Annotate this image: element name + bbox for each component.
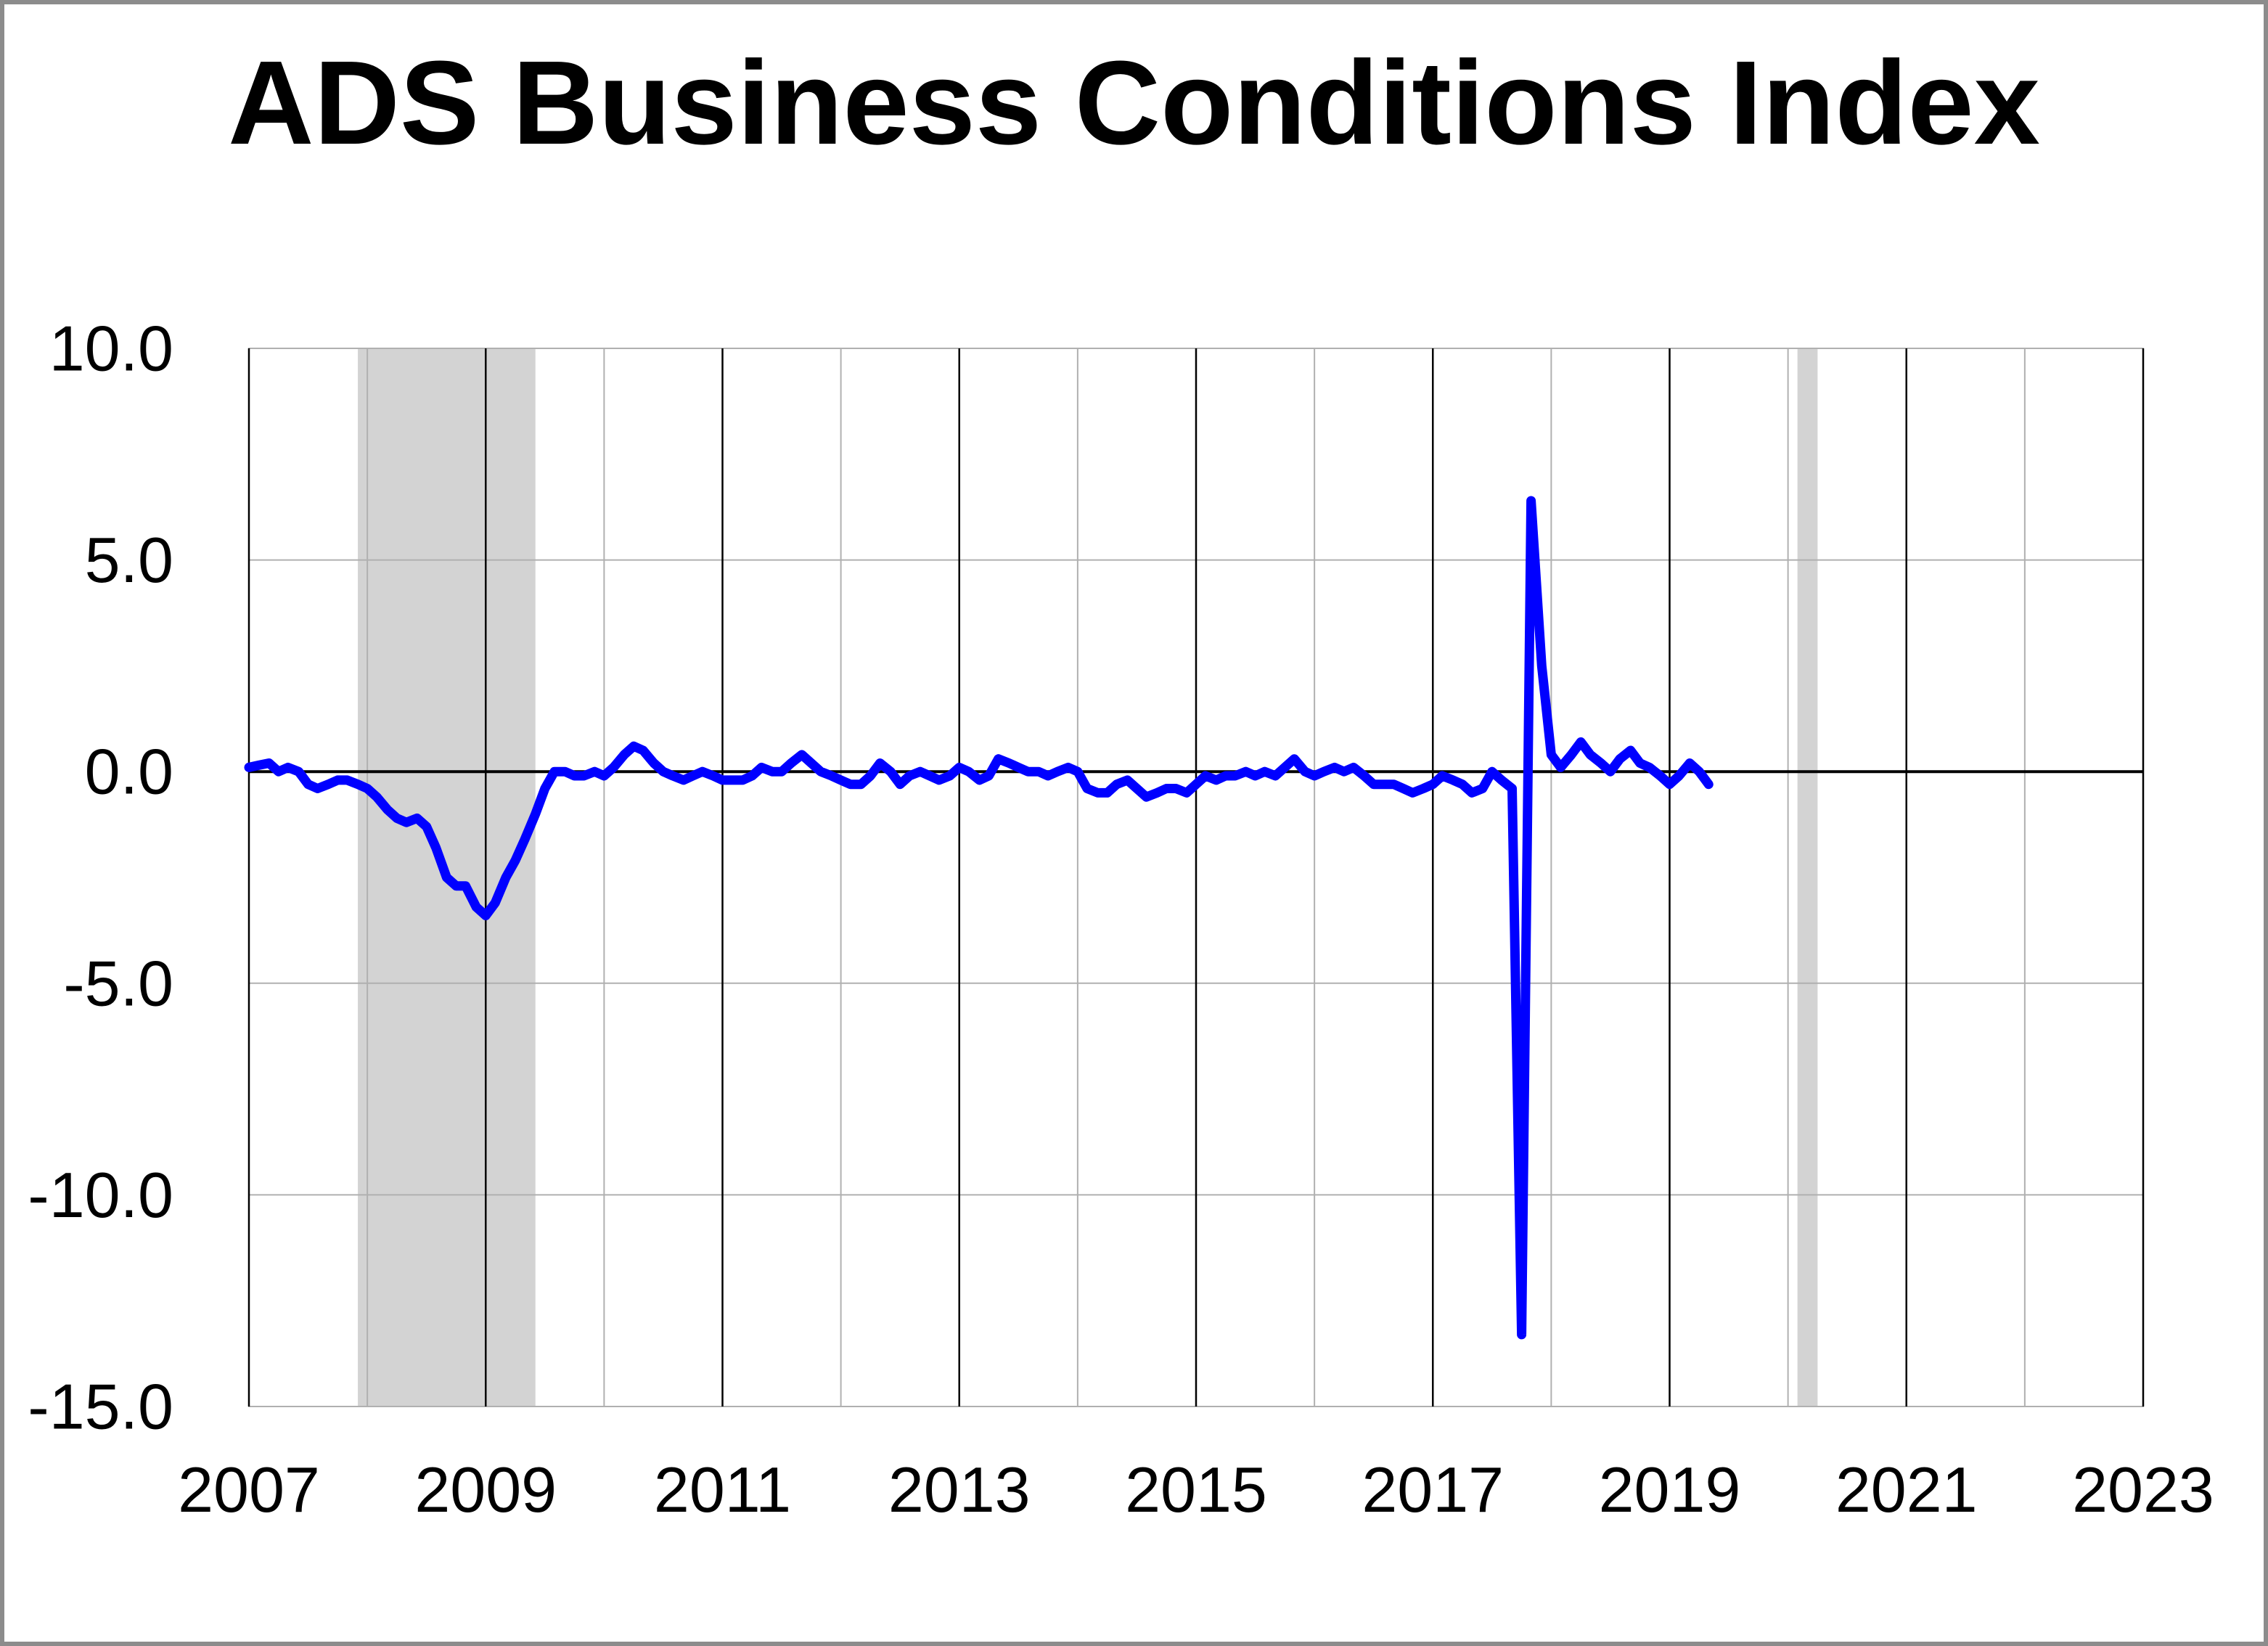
recession-band	[1797, 348, 1818, 1407]
y-tick-label: -5.0	[63, 947, 173, 1019]
series-layer	[244, 496, 1714, 1340]
x-tick-label: 2019	[1599, 1454, 1741, 1526]
y-tick-label: -10.0	[28, 1159, 173, 1231]
series-line	[244, 496, 1714, 1340]
chart-title: ADS Business Conditions Index	[228, 36, 2040, 169]
recession-shading-layer	[358, 348, 1818, 1407]
x-tick-label: 2017	[1362, 1454, 1504, 1526]
x-tick-label: 2009	[414, 1454, 557, 1526]
x-tick-label: 2007	[178, 1454, 320, 1526]
x-tick-label: 2015	[1125, 1454, 1267, 1526]
y-tick-label: 5.0	[85, 524, 173, 596]
x-tick-label: 2021	[1835, 1454, 1978, 1526]
x-tick-label: 2023	[2072, 1454, 2214, 1526]
x-tick-label: 2013	[888, 1454, 1031, 1526]
y-tick-label: -15.0	[28, 1371, 173, 1443]
x-tick-label: 2011	[654, 1454, 791, 1526]
y-tick-label: 0.0	[85, 736, 173, 808]
y-tick-label: 10.0	[49, 313, 173, 385]
